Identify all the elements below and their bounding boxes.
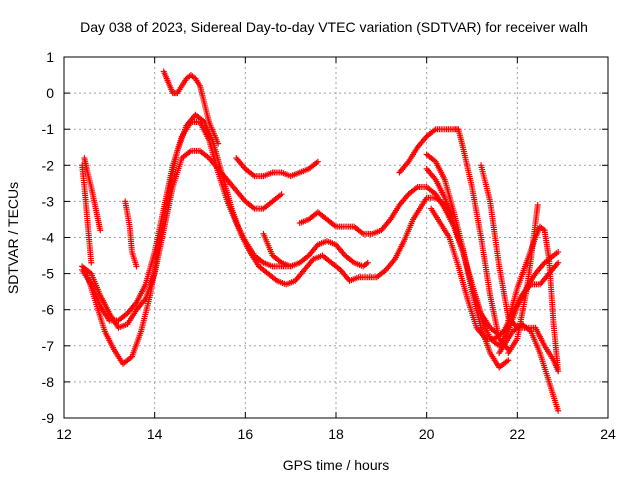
x-axis-tick-labels: 12 14 16 18 20 22 24	[56, 426, 616, 442]
y-tick-label: -7	[42, 338, 55, 354]
x-tick-label: 22	[510, 426, 526, 442]
data-point	[555, 368, 562, 375]
data-point	[364, 259, 371, 266]
y-tick-label: -1	[42, 121, 55, 137]
series-arc-10	[423, 165, 562, 349]
series-arc-16	[79, 162, 95, 266]
series-arc-15	[81, 155, 104, 234]
data-point	[97, 227, 104, 234]
x-tick-label: 18	[328, 426, 344, 442]
y-axis-tick-labels: 1 0 -1 -2 -3 -4 -5 -6 -7 -8 -9	[42, 49, 55, 426]
series-arc-13	[505, 202, 541, 357]
data-point	[534, 202, 541, 209]
x-axis-label: GPS time / hours	[283, 457, 390, 473]
data-point	[555, 248, 562, 255]
series-arc-4	[160, 68, 222, 147]
data-point	[555, 407, 562, 414]
data-point	[278, 191, 285, 198]
series-arc-17	[122, 198, 140, 270]
series-arc-14	[496, 321, 562, 414]
y-tick-label: 0	[46, 85, 54, 101]
y-axis-label: SDTVAR / TECUs	[5, 182, 21, 294]
series-arc-5	[233, 155, 321, 180]
series-arc-18	[260, 230, 294, 270]
x-tick-label: 16	[238, 426, 254, 442]
data-point	[505, 357, 512, 364]
y-tick-label: -8	[42, 374, 55, 390]
series-layer	[79, 68, 562, 414]
y-tick-label: -9	[42, 410, 55, 426]
data-point	[314, 158, 321, 165]
x-tick-label: 20	[419, 426, 435, 442]
x-tick-label: 12	[56, 426, 72, 442]
data-point	[287, 263, 294, 270]
axis-ticks	[63, 56, 609, 419]
y-tick-label: -4	[42, 230, 55, 246]
x-tick-label: 24	[600, 426, 616, 442]
data-point	[215, 140, 222, 147]
x-tick-label: 14	[147, 426, 163, 442]
y-tick-label: -3	[42, 193, 55, 209]
data-point	[88, 259, 95, 266]
series-arc-3	[83, 111, 448, 367]
y-tick-label: 1	[46, 49, 54, 65]
y-tick-label: -2	[42, 157, 55, 173]
y-tick-label: -6	[42, 302, 55, 318]
grid	[64, 57, 608, 418]
data-point	[555, 259, 562, 266]
data-point	[133, 263, 140, 270]
series-arc-12	[505, 223, 562, 375]
y-tick-label: -5	[42, 266, 55, 282]
chart-title: Day 038 of 2023, Sidereal Day-to-day VTE…	[80, 19, 588, 35]
